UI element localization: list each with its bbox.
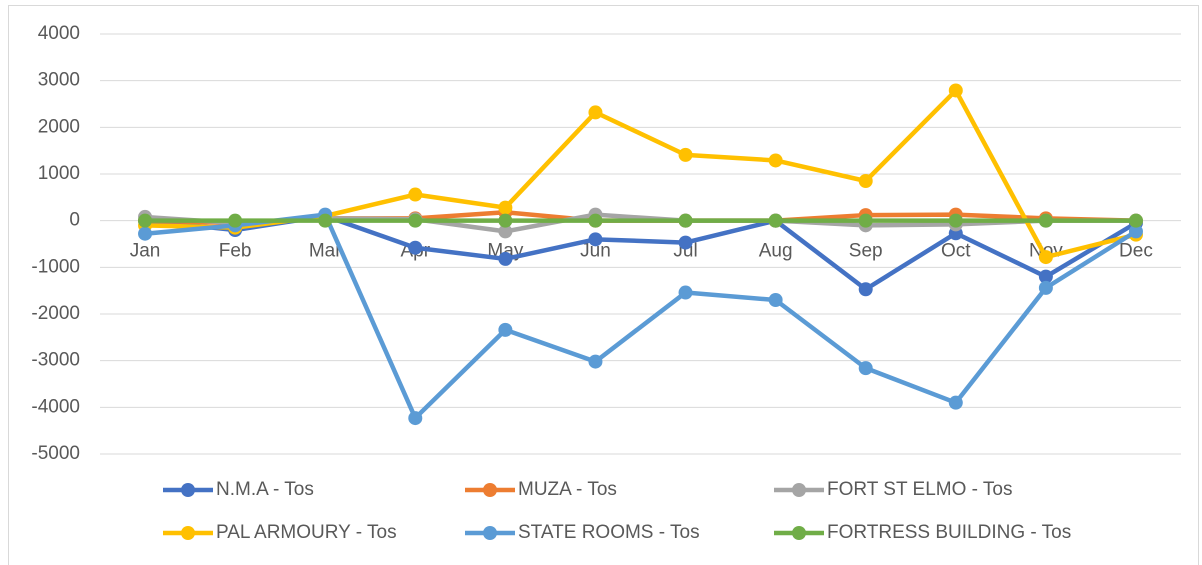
legend-label: FORTRESS BUILDING - Tos xyxy=(827,522,1071,543)
y-tick-label: 1000 xyxy=(38,163,80,184)
series-marker xyxy=(498,251,513,266)
series-marker xyxy=(1038,269,1053,284)
series-marker xyxy=(408,240,423,255)
x-tick-label: Mar xyxy=(309,241,342,262)
y-tick-label: -2000 xyxy=(31,303,80,324)
series-marker xyxy=(588,105,603,120)
series-marker xyxy=(408,213,423,228)
series-marker xyxy=(678,213,693,228)
x-tick-label: Feb xyxy=(219,241,252,262)
series-marker xyxy=(858,213,873,228)
series-marker xyxy=(588,213,603,228)
y-tick-label: -4000 xyxy=(31,396,80,417)
y-tick-label: -3000 xyxy=(31,350,80,371)
chart-frame xyxy=(8,5,1199,565)
series-marker xyxy=(858,174,873,188)
x-tick-label: Jun xyxy=(580,241,611,262)
legend-label: PAL ARMOURY - Tos xyxy=(216,522,397,543)
series-marker xyxy=(768,213,783,228)
series-marker xyxy=(858,361,873,376)
series-marker xyxy=(588,354,603,369)
series-marker xyxy=(498,322,513,337)
legend-label: STATE ROOMS - Tos xyxy=(518,522,700,543)
series-marker xyxy=(678,235,693,250)
series-marker xyxy=(678,147,693,162)
series-marker xyxy=(948,395,963,410)
series-marker xyxy=(948,83,963,98)
series-marker xyxy=(228,213,243,228)
legend-marker xyxy=(181,526,195,540)
legend-label: FORT ST ELMO - Tos xyxy=(827,479,1012,500)
legend-marker xyxy=(483,483,497,497)
series-marker xyxy=(1038,280,1053,295)
series-marker xyxy=(588,232,603,247)
y-tick-label: 3000 xyxy=(38,70,80,91)
legend-label: MUZA - Tos xyxy=(518,479,617,500)
legend-label: N.M.A - Tos xyxy=(216,479,314,500)
series-marker xyxy=(948,213,963,228)
series-marker xyxy=(1038,213,1053,228)
x-tick-label: Jan xyxy=(130,241,161,262)
series-marker xyxy=(1128,213,1143,228)
series-marker xyxy=(768,153,783,168)
series-marker xyxy=(498,200,513,215)
series-marker xyxy=(678,285,693,300)
series-marker xyxy=(138,213,153,228)
y-tick-label: 2000 xyxy=(38,116,80,137)
y-tick-label: -5000 xyxy=(31,443,80,464)
series-marker xyxy=(768,293,783,307)
series-marker xyxy=(318,213,333,228)
y-tick-label: -1000 xyxy=(31,256,80,277)
y-tick-label: 4000 xyxy=(38,23,80,44)
series-marker xyxy=(858,282,873,297)
legend-marker xyxy=(483,526,497,540)
series-marker xyxy=(498,213,513,228)
x-tick-label: Aug xyxy=(759,241,793,262)
x-tick-label: Sep xyxy=(849,241,883,262)
legend-marker xyxy=(792,526,806,540)
series-marker xyxy=(408,187,423,202)
y-tick-label: 0 xyxy=(69,210,80,231)
legend-marker xyxy=(181,483,195,497)
series-marker xyxy=(1128,224,1143,239)
legend-marker xyxy=(792,483,806,497)
series-marker xyxy=(1038,250,1053,265)
series-marker xyxy=(138,226,153,241)
series-marker xyxy=(498,224,513,239)
x-tick-label: Dec xyxy=(1119,241,1153,262)
series-line xyxy=(144,212,1138,421)
series-marker xyxy=(408,411,423,426)
x-tick-label: Oct xyxy=(941,241,971,262)
